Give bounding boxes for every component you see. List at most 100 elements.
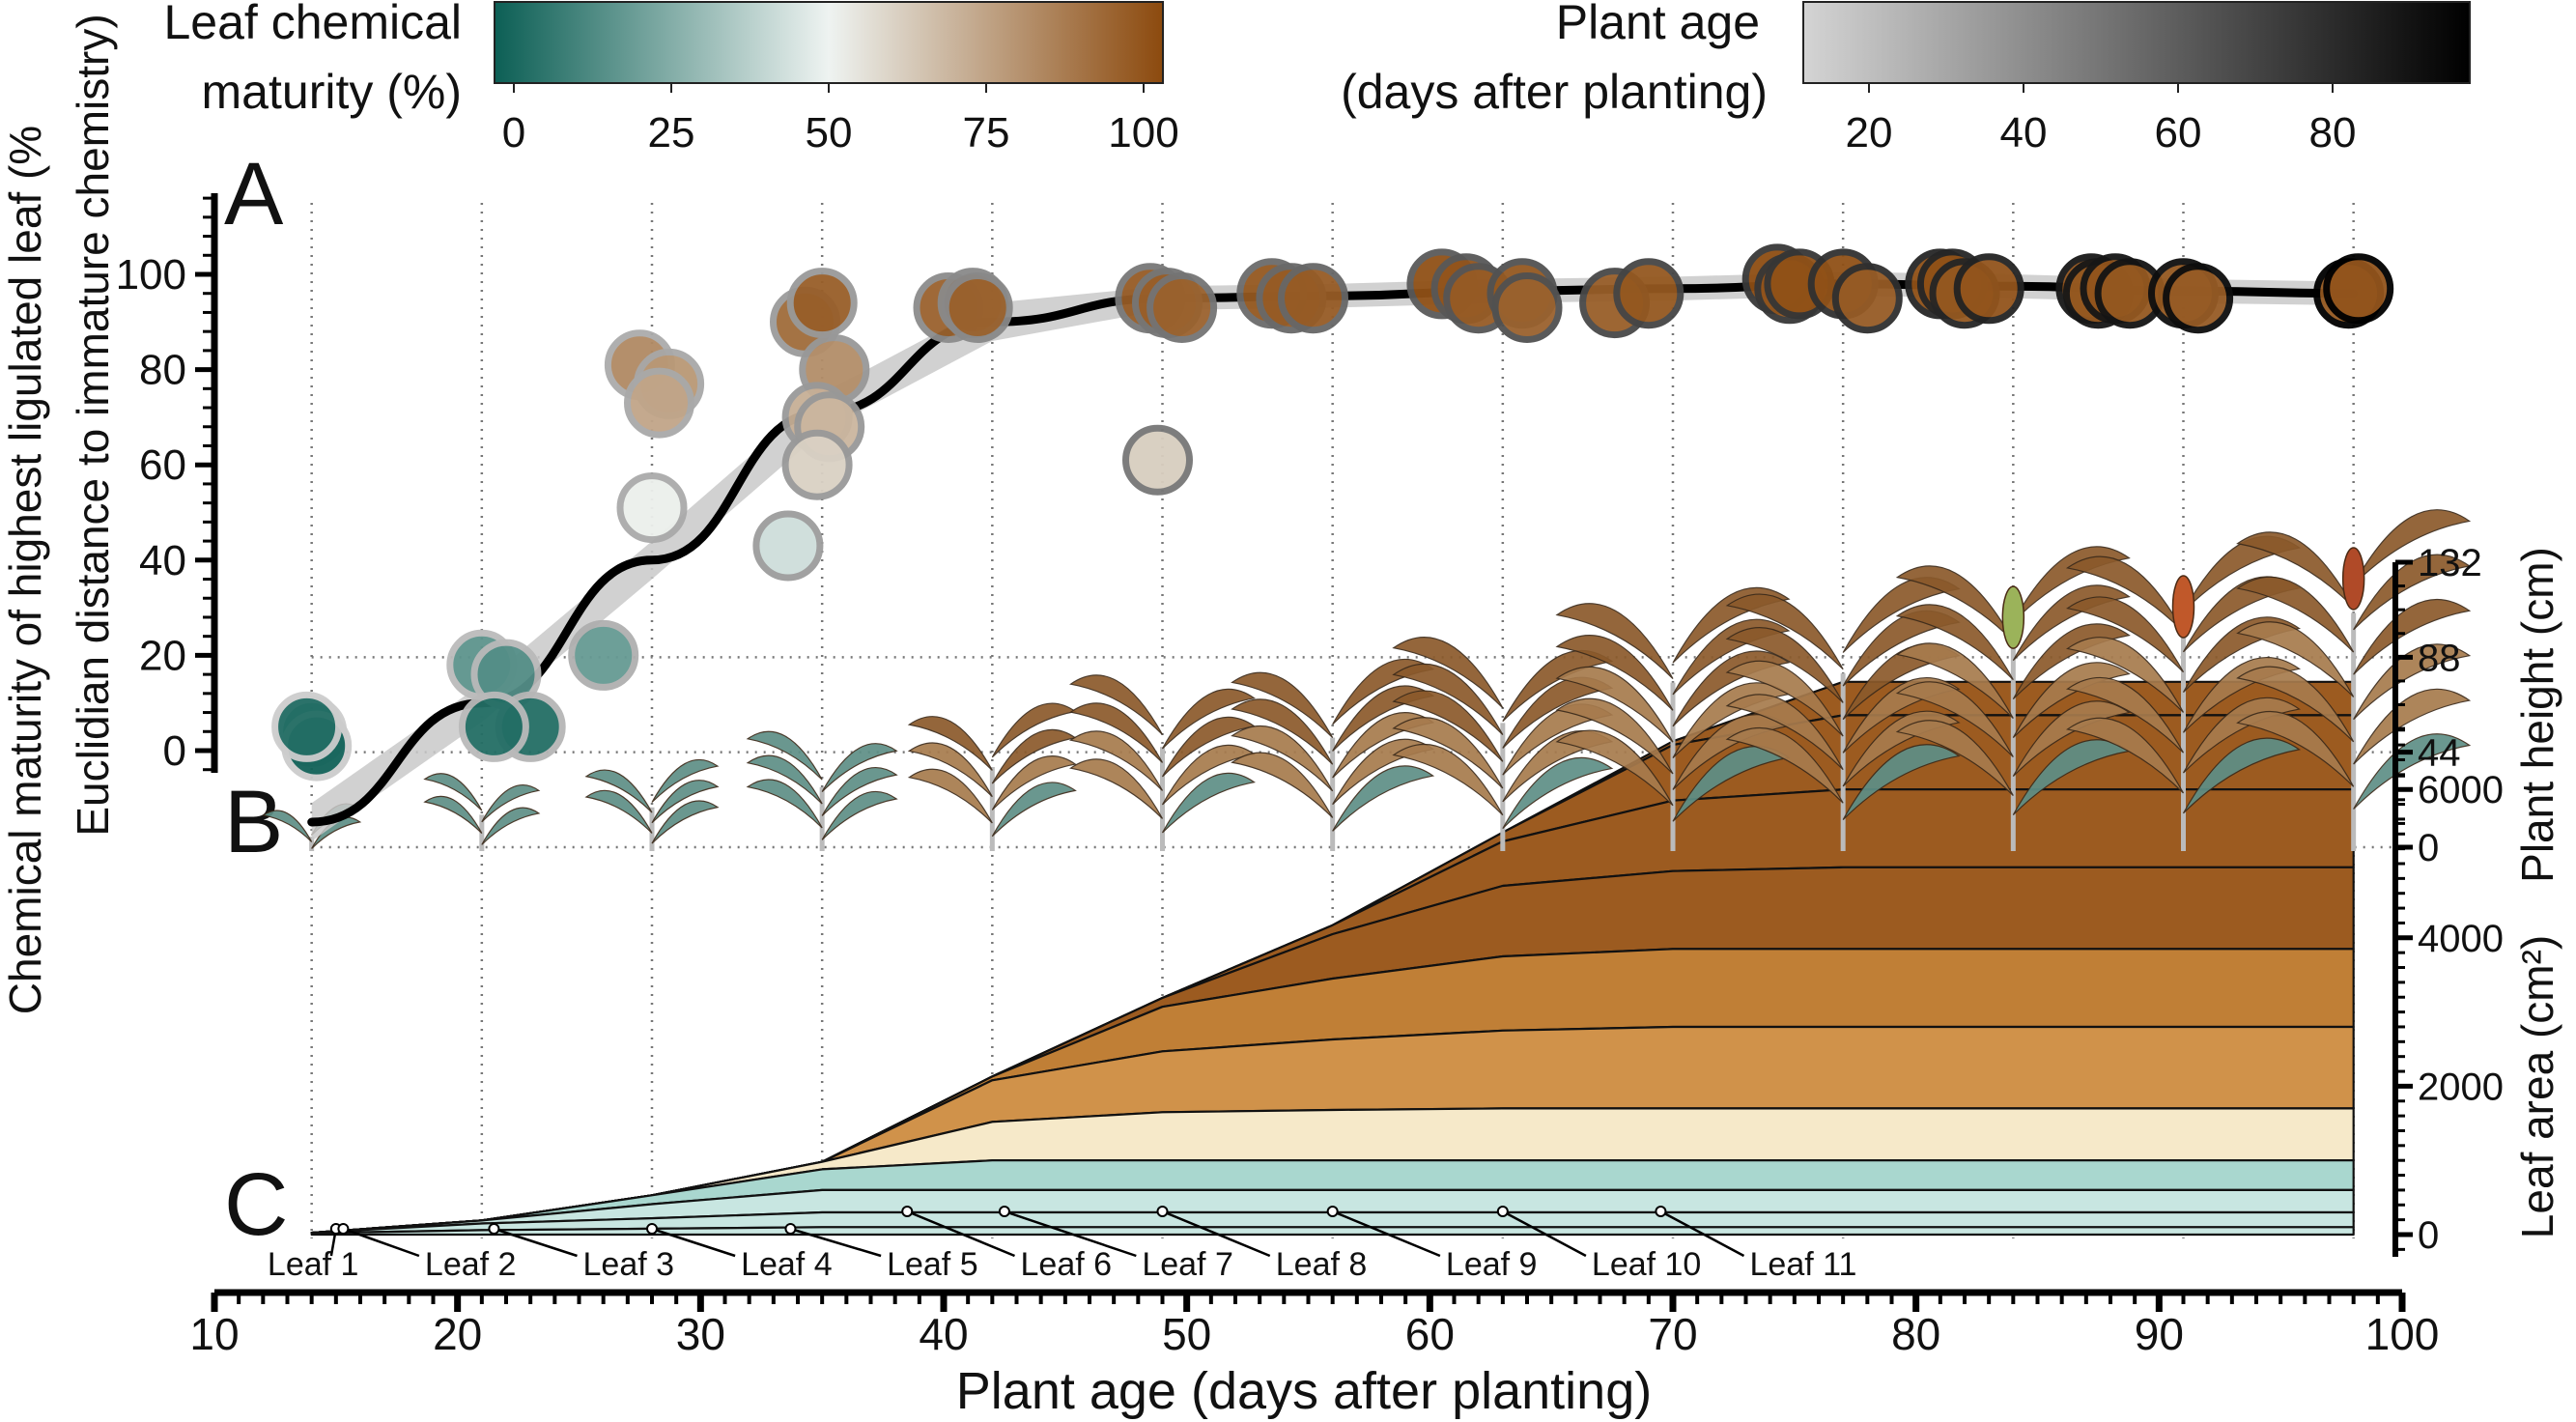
leaf-emergence-marker [1655, 1206, 1667, 1217]
maturity-tick-label: 100 [1108, 109, 1178, 156]
plant-leaf [1231, 671, 1334, 739]
plant-leaf [651, 758, 720, 803]
scatter-point [1146, 272, 1218, 343]
age-colorbar [1802, 1, 2471, 84]
leaf-emergence-marker [1496, 1206, 1509, 1217]
plant-leaf [1068, 730, 1164, 791]
x-axis-tick-label: 80 [1891, 1309, 1940, 1359]
leaf-label-leader [1502, 1209, 1587, 1258]
scatter-point [786, 268, 858, 339]
height-axis-tick-label: 44 [2418, 732, 2461, 775]
plant-leaf [746, 779, 823, 829]
plant-leaf [991, 782, 1077, 838]
maturity-colorbar-ticks: 0 25 50 75 100 [502, 83, 1179, 156]
maturity-legend: Leaf chemical maturity (%) 0 25 50 75 100 [164, 0, 1179, 156]
leaf-label-leader [790, 1227, 882, 1258]
leaf-label: Leaf 5 [887, 1246, 978, 1283]
plant-leaf [1555, 634, 1674, 711]
plant-leaf [1161, 688, 1257, 750]
leaf-label-leader [1004, 1209, 1137, 1258]
leaf-label: Leaf 4 [741, 1246, 833, 1283]
plant-leaf [746, 754, 823, 805]
leaf-label-leader [494, 1227, 578, 1258]
scatter-point [624, 367, 694, 439]
scatter-point [1122, 424, 1193, 496]
age-legend-title-2: (days after planting) [1341, 65, 1768, 119]
plant-leaf [2353, 733, 2472, 810]
leaf-emergence-marker [646, 1223, 658, 1235]
plant-leaf [1555, 729, 1674, 807]
leaf-label-leader [906, 1209, 1015, 1258]
plant-leaf [1068, 702, 1164, 763]
panel-label-a: A [224, 145, 284, 243]
x-axis-tick-label: 50 [1162, 1309, 1211, 1359]
age-tick-label: 40 [2000, 109, 2048, 156]
plant-leaf [746, 730, 823, 781]
plant-leaf [1895, 565, 2014, 642]
x-axis-tick-label: 70 [1648, 1309, 1697, 1359]
maturity-legend-title-1: Leaf chemical [164, 0, 463, 49]
leaf-label: Leaf 11 [1750, 1246, 1857, 1283]
y-axis-title-line1: Chemical maturity of highest ligulated l… [0, 126, 50, 1014]
plant-leaf [821, 790, 898, 840]
scatter-point [1953, 253, 2024, 325]
plant-leaf [1392, 663, 1504, 735]
leaf-area-layer-1 [310, 1226, 2355, 1237]
plant-illustration [1068, 674, 1257, 851]
plant-leaf [1725, 627, 1844, 703]
scatter-point [568, 619, 639, 691]
plant-leaf [651, 800, 720, 844]
x-axis-tick-label: 20 [433, 1309, 482, 1359]
plant-leaf [584, 769, 653, 813]
plant-leaf [1895, 604, 2014, 681]
leaf-labels: Leaf 1 Leaf 2 Leaf 3 Leaf 4 Leaf 5 Leaf 6 Leaf… [268, 1206, 1857, 1283]
scatter-point [2163, 263, 2234, 334]
leaf-label: Leaf 6 [1021, 1246, 1113, 1283]
plant-leaf [821, 743, 898, 793]
leaf-label: Leaf 1 [268, 1246, 359, 1283]
plant-height-axis-title: Plant height (cm) [2512, 547, 2562, 883]
plant-leaf [584, 789, 653, 834]
maturity-tick-label: 25 [648, 109, 695, 156]
plant-leaf [1725, 660, 1844, 737]
plant-leaf [1842, 744, 1961, 820]
age-colorbar-ticks: 20 40 60 80 [1846, 83, 2356, 156]
leaf-emergence-marker [901, 1206, 914, 1217]
plant-leaf [1332, 765, 1435, 832]
plant-leaf [1725, 694, 1844, 771]
panel-label-c: C [224, 1155, 288, 1254]
axes: 10 20 30 40 50 60 70 80 90 100 0 20 40 60 80 100 0 44 88 13… [116, 193, 2504, 1359]
maturity-colorbar [494, 1, 1164, 84]
scatter-point [1613, 258, 1684, 329]
x-axis-tick-label: 100 [2365, 1309, 2440, 1359]
plant-leaf [2353, 643, 2472, 721]
plant-leaf [1555, 666, 1674, 743]
leaf-label: Leaf 10 [1592, 1246, 1701, 1283]
x-axis-title: Plant age (days after planting) [956, 1362, 1652, 1420]
plant-leaf [907, 768, 993, 824]
maturity-tick-label: 0 [502, 109, 525, 156]
plant-panicle [2171, 575, 2195, 639]
plant-leaf [481, 783, 541, 823]
scatter-point [616, 472, 688, 544]
leaf-label-leader [1659, 1209, 1745, 1258]
plant-leaf [1392, 717, 1504, 789]
leaf-emergence-marker [1326, 1206, 1339, 1217]
maturity-tick-label: 50 [806, 109, 853, 156]
plant-leaf [1895, 720, 2014, 796]
panel-label-b: B [224, 773, 283, 871]
plant-leaf [1161, 772, 1257, 834]
plant-leaf [2236, 621, 2355, 697]
height-axis-tick-label: 88 [2418, 637, 2461, 679]
plant-leaf [1555, 603, 1674, 679]
y-axis-tick-label: 80 [139, 347, 186, 394]
plant-leaf [2065, 596, 2185, 673]
plant-leaf [481, 807, 541, 845]
plant-leaf [1895, 642, 2014, 720]
leaf-label: Leaf 7 [1142, 1246, 1233, 1283]
plant-leaf [1392, 637, 1504, 709]
y-axis-tick-label: 0 [163, 727, 186, 775]
age-legend-title-1: Plant age [1556, 0, 1760, 49]
leaf-label: Leaf 3 [583, 1246, 675, 1283]
